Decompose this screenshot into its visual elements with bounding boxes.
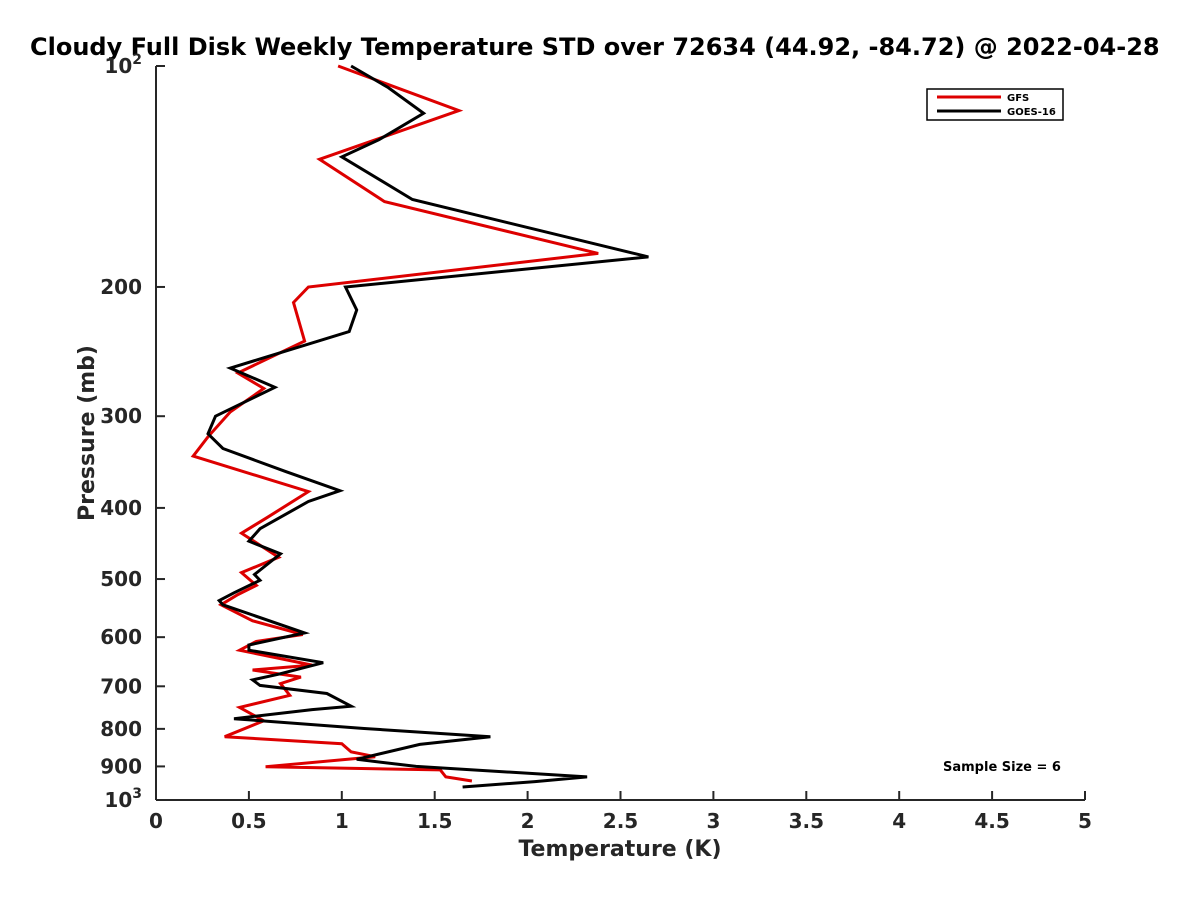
y-tick-label: 200: [100, 275, 142, 299]
y-tick-label: 700: [100, 674, 142, 698]
y-tick-label: 400: [100, 496, 142, 520]
y-tick-label-base: 10: [104, 788, 132, 812]
x-tick-label: 2.5: [603, 809, 638, 833]
x-tick-label: 3: [706, 809, 720, 833]
y-tick-label: 500: [100, 567, 142, 591]
x-axis-label: Temperature (K): [518, 837, 721, 862]
y-tick-label: 300: [100, 404, 142, 428]
y-tick-label-exponent: 3: [132, 786, 142, 802]
y-axis-label: Pressure (mb): [75, 345, 100, 521]
legend: GFS GOES-16: [926, 88, 1064, 121]
x-tick-label: 5: [1078, 809, 1092, 833]
x-tick-label: 1: [335, 809, 349, 833]
y-tick-label: 600: [100, 625, 142, 649]
legend-label: GOES-16: [1007, 107, 1056, 118]
legend-label: GFS: [1007, 93, 1029, 104]
x-tick-label: 3.5: [789, 809, 824, 833]
y-tick-label: 900: [100, 754, 142, 778]
legend-box: [926, 88, 1064, 121]
y-tick-label: 102: [104, 52, 142, 78]
y-tick-label: 103: [104, 786, 142, 812]
x-tick-label: 1.5: [417, 809, 452, 833]
chart-title: Cloudy Full Disk Weekly Temperature STD …: [30, 33, 1160, 61]
axis-layer: 0 0.5 1 1.5 2 2.5 3 3.5 4 4.5 51022003004005006007…: [100, 52, 1092, 833]
sample-size-annotation: Sample Size = 6: [943, 760, 1061, 775]
x-tick-label: 0.5: [231, 809, 266, 833]
series-line-goes-16: [206, 64, 649, 789]
x-tick-label: 4: [892, 809, 906, 833]
series-line-gfs: [190, 64, 599, 783]
x-tick-label: 0: [149, 809, 163, 833]
series-layer: [190, 64, 649, 789]
y-tick-label-base: 10: [104, 54, 132, 78]
x-tick-label: 2: [521, 809, 535, 833]
y-tick-label: 800: [100, 717, 142, 741]
x-tick-label: 4.5: [974, 809, 1009, 833]
y-tick-label-exponent: 2: [132, 52, 142, 68]
